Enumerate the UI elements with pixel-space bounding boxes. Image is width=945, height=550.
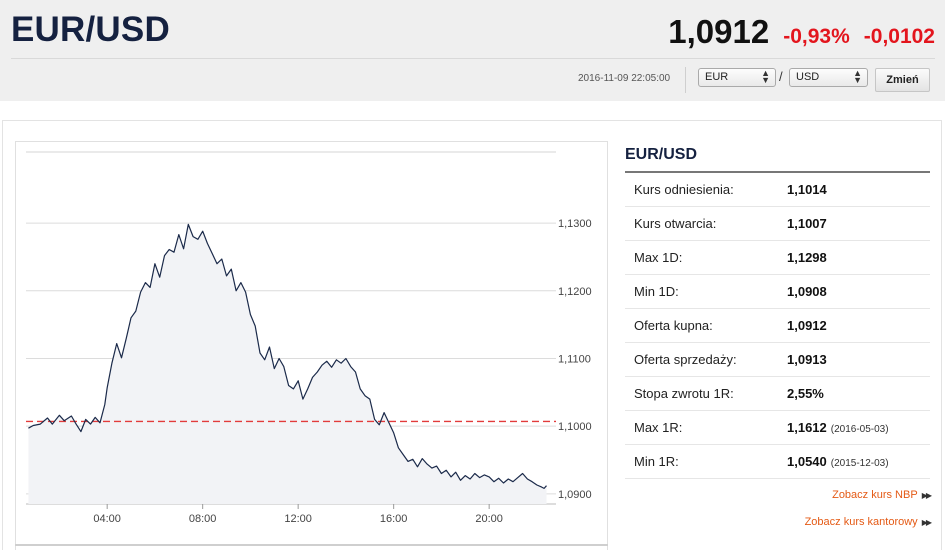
x-tick-label: 16:00 xyxy=(380,513,408,525)
stat-value: 1,1007 xyxy=(787,216,827,231)
x-tick-label: 08:00 xyxy=(189,513,217,525)
from-currency-select[interactable]: EUR ▲ ▼ xyxy=(698,68,776,87)
y-tick-label: 1,1300 xyxy=(558,218,592,230)
stat-value: 1,0913 xyxy=(787,352,827,367)
stat-label: Kurs odniesienia: xyxy=(634,182,734,197)
select-arrows-icon: ▲ ▼ xyxy=(853,68,862,85)
change-absolute: -0,0102 xyxy=(863,25,935,48)
content-frame xyxy=(2,120,942,550)
stat-label: Min 1R: xyxy=(634,454,679,469)
currency-separator: / xyxy=(779,69,783,84)
current-price: 1,0912 xyxy=(668,13,770,50)
header-divider xyxy=(11,58,935,59)
x-tick-label: 04:00 xyxy=(93,513,121,525)
stats-row: Kurs odniesienia: 1,1014 xyxy=(625,173,930,207)
stat-value: 1,1612 (2016-05-03) xyxy=(787,420,889,435)
stat-value: 1,0908 xyxy=(787,284,827,299)
pair-title: EUR/USD xyxy=(11,10,170,49)
double-arrow-icon: ▶▶ xyxy=(921,491,932,500)
stats-row: Kurs otwarcia: 1,1007 xyxy=(625,207,930,241)
stats-table: Kurs odniesienia: 1,1014 Kurs otwarcia: 1,… xyxy=(625,173,930,479)
to-currency-select[interactable]: USD ▲ ▼ xyxy=(789,68,868,87)
chart-bottom-border xyxy=(15,544,608,546)
exchange-rate-link-label: Zobacz kurs kantorowy xyxy=(804,516,918,528)
panel-divider xyxy=(625,171,930,173)
chart-container: 1,0900 1,1000 1,1100 1,1200 1,1300 04:00 08:00… xyxy=(15,141,608,550)
price-chart: 1,0900 1,1000 1,1100 1,1200 1,1300 04:00 08:00… xyxy=(26,151,592,525)
exchange-rate-link[interactable]: Zobacz kurs kantorowy ▶▶ xyxy=(804,516,933,528)
change-button[interactable]: Zmień xyxy=(875,68,930,92)
nbp-rate-link-label: Zobacz kurs NBP xyxy=(832,489,918,501)
nbp-rate-link[interactable]: Zobacz kurs NBP ▶▶ xyxy=(832,489,932,501)
stat-label: Min 1D: xyxy=(634,284,679,299)
from-currency-value: EUR xyxy=(705,71,729,83)
stats-row: Max 1R: 1,1612 (2016-05-03) xyxy=(625,411,930,445)
stat-label: Max 1D: xyxy=(634,250,683,265)
stats-row: Max 1D: 1,1298 xyxy=(625,241,930,275)
stats-row: Oferta kupna: 1,0912 xyxy=(625,309,930,343)
stat-label: Oferta kupna: xyxy=(634,318,713,333)
y-tick-label: 1,1200 xyxy=(558,286,592,298)
price-area xyxy=(28,224,547,504)
quote-header: EUR/USD 1,0912 -0,93% -0,0102 2016-11-09… xyxy=(0,0,945,101)
stats-row: Min 1D: 1,0908 xyxy=(625,275,930,309)
panel-title: EUR/USD xyxy=(625,146,698,163)
double-arrow-icon: ▶▶ xyxy=(921,518,932,527)
y-tick-label: 1,1100 xyxy=(558,353,591,365)
y-tick-label: 1,1000 xyxy=(558,421,592,433)
stat-value: 1,1014 xyxy=(787,182,827,197)
stats-row: Min 1R: 1,0540 (2015-12-03) xyxy=(625,445,930,479)
quote-timestamp: 2016-11-09 22:05:00 xyxy=(578,73,671,84)
y-tick-label: 1,0900 xyxy=(558,489,592,501)
stat-value: 2,55% xyxy=(787,386,824,401)
quote-summary: 1,0912 -0,93% -0,0102 xyxy=(668,13,935,51)
stat-value: 1,0540 (2015-12-03) xyxy=(787,454,889,469)
stats-row: Oferta sprzedaży: 1,0913 xyxy=(625,343,930,377)
x-tick-label: 20:00 xyxy=(475,513,503,525)
stat-date: (2016-05-03) xyxy=(830,424,889,435)
to-currency-value: USD xyxy=(796,71,820,83)
stat-value: 1,1298 xyxy=(787,250,827,265)
stat-date: (2015-12-03) xyxy=(830,458,889,469)
select-arrows-icon: ▲ ▼ xyxy=(761,68,770,85)
vertical-divider xyxy=(685,67,686,93)
stat-label: Oferta sprzedaży: xyxy=(634,352,737,367)
stat-value: 1,0912 xyxy=(787,318,827,333)
stat-label: Kurs otwarcia: xyxy=(634,216,717,231)
x-tick-label: 12:00 xyxy=(284,513,312,525)
stat-label: Max 1R: xyxy=(634,420,683,435)
price-line xyxy=(28,223,547,489)
change-percent: -0,93% xyxy=(783,25,850,48)
stats-row: Stopa zwrotu 1R: 2,55% xyxy=(625,377,930,411)
stat-label: Stopa zwrotu 1R: xyxy=(634,386,734,401)
